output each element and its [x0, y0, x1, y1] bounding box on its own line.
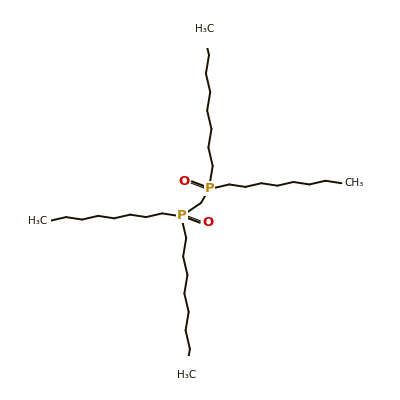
Text: P: P [205, 182, 214, 195]
Text: P: P [177, 209, 187, 222]
Text: CH₃: CH₃ [344, 178, 363, 188]
Text: O: O [202, 216, 214, 229]
Text: H₃C: H₃C [195, 24, 214, 34]
Text: H₃C: H₃C [28, 216, 48, 226]
Text: O: O [178, 175, 189, 188]
Text: H₃C: H₃C [177, 370, 196, 380]
